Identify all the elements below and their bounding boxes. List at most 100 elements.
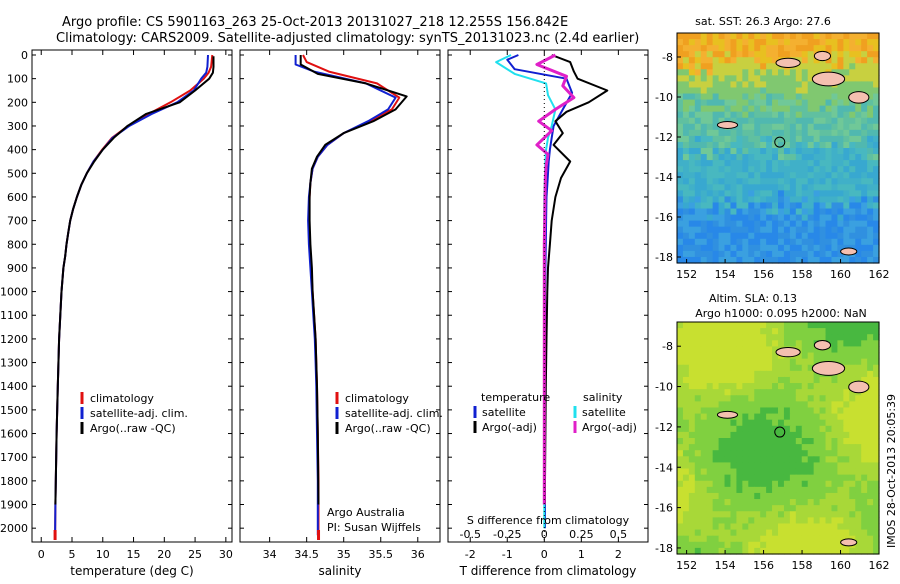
map-cell (867, 450, 874, 457)
map-cell (867, 462, 874, 470)
map-cell (831, 129, 839, 137)
map-cell (736, 541, 743, 549)
map-cell (730, 105, 738, 113)
map-cell (789, 226, 797, 234)
map-cell (795, 364, 803, 372)
map-cell (783, 232, 791, 240)
map-x-tick-label: 160 (830, 559, 851, 572)
map-cell (677, 346, 684, 354)
map-cell (807, 413, 815, 421)
map-cell (742, 256, 749, 264)
map-cell (772, 202, 779, 210)
map-cell (801, 99, 809, 107)
pi-label: PI: Susan Wijffels (327, 521, 421, 534)
map-cell (724, 322, 732, 329)
map-cell (861, 39, 868, 46)
map-cell (724, 57, 732, 64)
map-cell (712, 352, 720, 360)
map-cell (843, 238, 850, 246)
map-cell (688, 220, 696, 228)
map-cell (760, 383, 767, 390)
map-cell (742, 141, 749, 149)
map-cell (801, 51, 809, 58)
map-cell (700, 75, 708, 83)
map-cell (712, 450, 720, 457)
map-cell (849, 87, 856, 95)
map-cell (855, 486, 862, 494)
map-cell (766, 535, 773, 543)
map-cell (748, 184, 755, 191)
map-cell (760, 51, 767, 58)
map-cell (789, 39, 797, 46)
map-cell (754, 364, 761, 372)
map-cell (742, 492, 749, 500)
map-cell (706, 99, 714, 107)
map-cell (748, 141, 755, 149)
map-cell (813, 499, 821, 506)
map-cell (742, 505, 749, 512)
map-cell (706, 105, 714, 113)
map-cell (700, 419, 708, 427)
map-cell (760, 105, 767, 113)
map-cell (730, 166, 738, 173)
map-cell (778, 456, 785, 464)
map-cell (677, 438, 684, 445)
map-cell (855, 364, 862, 372)
map-cell (819, 256, 827, 264)
map-cell (849, 517, 856, 525)
map-cell (789, 407, 797, 415)
map-cell (861, 352, 868, 360)
map-cell (706, 407, 714, 415)
map-cell (688, 184, 696, 191)
map-cell (694, 328, 702, 335)
map-cell (807, 69, 815, 76)
map-cell (718, 57, 726, 64)
map-cell (736, 425, 743, 433)
map-cell (783, 322, 791, 329)
header-line-1: Argo profile: CS 5901163_263 25-Oct-2013… (62, 15, 568, 30)
map-cell (789, 425, 797, 433)
map-cell (688, 178, 696, 185)
map-cell (855, 444, 862, 451)
map-cell (718, 486, 726, 494)
map-cell (742, 499, 749, 506)
depth-tick-label: 1400 (0, 380, 28, 393)
map-cell (849, 438, 856, 445)
map-cell (873, 370, 880, 378)
map-cell (807, 395, 815, 402)
map-cell (789, 401, 797, 409)
map-cell (700, 178, 708, 185)
map-cell (855, 456, 862, 464)
map-cell (688, 81, 696, 89)
map-cell (819, 474, 827, 482)
map-cell (700, 99, 708, 107)
map-cell (694, 511, 702, 518)
map-cell (724, 244, 732, 252)
map-cell (772, 358, 779, 366)
map-cell (736, 444, 743, 451)
map-cell (766, 340, 773, 348)
map-cell (795, 256, 803, 264)
map-cell (849, 340, 856, 348)
map-cell (712, 364, 720, 372)
map-cell (795, 376, 803, 384)
map-cell (807, 364, 815, 372)
map-cell (766, 480, 773, 488)
map-cell (843, 438, 850, 445)
map-cell (825, 334, 833, 341)
map-cell (766, 51, 773, 58)
map-cell (742, 438, 749, 445)
map-cell (813, 244, 821, 252)
legend-label-argo: Argo(..raw -QC) (345, 422, 431, 435)
map-cell (706, 172, 714, 179)
map-cell (795, 492, 803, 500)
map-cell (807, 256, 815, 264)
map-cell (783, 33, 791, 40)
map-cell (789, 322, 797, 329)
map-cell (778, 196, 785, 204)
map-cell (873, 486, 880, 494)
map-cell (778, 505, 785, 512)
map-cell (795, 322, 803, 329)
map-cell (694, 154, 702, 161)
map-cell (849, 444, 856, 451)
